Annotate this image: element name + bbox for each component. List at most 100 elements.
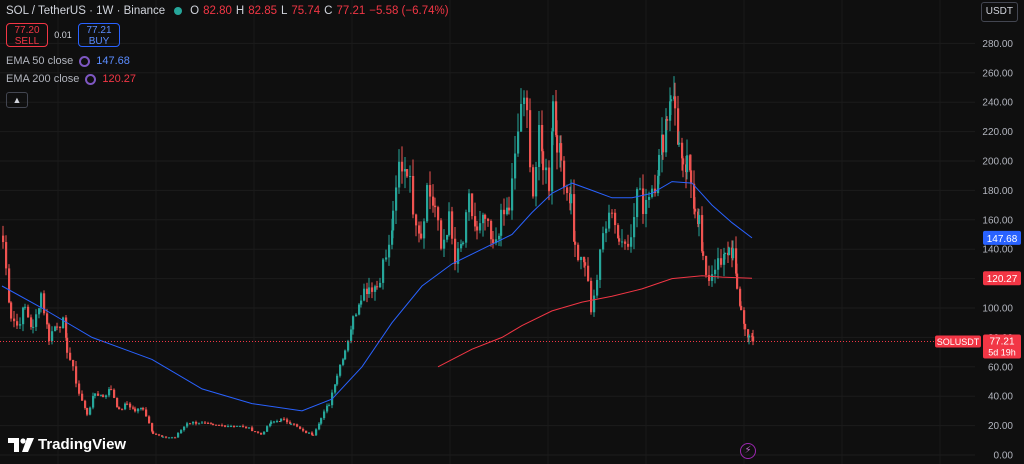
candle-body: [698, 215, 701, 224]
candle-body: [465, 212, 468, 243]
candle-body: [717, 258, 720, 270]
candle-body: [420, 233, 423, 239]
candle-body: [352, 316, 355, 330]
buy-button[interactable]: 77.21 BUY: [78, 23, 120, 47]
candle-body: [105, 395, 108, 398]
candle-body: [358, 304, 361, 315]
candle-body: [624, 241, 627, 244]
indicator-ema50[interactable]: EMA 50 close 147.68: [6, 55, 130, 67]
candle-body: [43, 293, 46, 314]
candle-body: [498, 235, 501, 240]
candle-body: [492, 239, 495, 244]
candle-body: [62, 317, 65, 329]
candle-body: [728, 247, 731, 256]
indicator-ema200[interactable]: EMA 200 close 120.27: [6, 73, 136, 85]
candle-body: [545, 167, 548, 171]
candle-body: [645, 199, 648, 214]
candle-body: [171, 437, 174, 439]
candle-body: [347, 340, 350, 351]
candle-body: [69, 352, 72, 360]
candle-body: [140, 408, 143, 410]
candle-body: [574, 241, 577, 245]
candle-body: [251, 427, 254, 432]
candle-body: [137, 408, 140, 412]
candle-body: [409, 176, 412, 178]
candle-body: [484, 214, 487, 219]
candle-body: [532, 167, 535, 197]
candle-body: [263, 431, 266, 435]
candle-body: [132, 407, 135, 409]
ema-price-tag: [983, 271, 1021, 286]
loading-icon: [79, 55, 91, 67]
candle-body: [487, 218, 490, 221]
collapse-legend-button[interactable]: ▲: [6, 92, 28, 108]
buy-price: 77.21: [86, 25, 112, 36]
y-tick-label: 20.00: [988, 421, 1013, 432]
candle-body: [56, 326, 59, 328]
tradingview-logo[interactable]: TradingView: [8, 436, 126, 453]
candle-body: [506, 207, 509, 215]
candle-body: [694, 208, 697, 212]
candle-body: [500, 209, 503, 236]
y-tick-label: 220.00: [982, 127, 1013, 138]
candle-body: [201, 422, 204, 424]
candle-body: [743, 310, 746, 324]
candle-body: [286, 419, 289, 423]
close-value: 77.21: [336, 5, 366, 17]
market-status-icon: [174, 7, 183, 15]
candle-body: [66, 337, 69, 353]
candle-body: [305, 430, 308, 433]
candle-body: [334, 384, 337, 393]
candle-body: [563, 160, 566, 188]
candle-body: [541, 124, 544, 152]
candle-body: [16, 321, 19, 326]
candle-body: [368, 287, 371, 295]
candle-body: [752, 336, 755, 342]
candle-body: [548, 167, 551, 192]
candle-body: [308, 432, 311, 434]
symbol-title[interactable]: SOL / TetherUS · 1W · Binance: [6, 5, 166, 17]
candle-body: [355, 314, 358, 317]
y-tick-label: 40.00: [988, 392, 1013, 403]
sell-button[interactable]: 77.20 SELL: [6, 23, 48, 47]
candle-body: [451, 211, 454, 239]
y-tick-label: 200.00: [982, 157, 1013, 168]
ema-price-tag-label: 120.27: [987, 274, 1018, 285]
candle-body: [151, 423, 154, 432]
candle-body: [560, 143, 563, 161]
candle-body: [257, 431, 260, 433]
candle-body: [65, 317, 68, 338]
currency-button[interactable]: USDT: [980, 2, 1018, 22]
ema200-name: EMA 200 close: [6, 73, 80, 85]
candle-body: [735, 248, 738, 274]
symbol-legend: SOL / TetherUS · 1W · Binance O 82.80 H 82…: [6, 3, 449, 19]
candle-body: [639, 188, 642, 190]
candle-body: [299, 426, 302, 429]
candle-body: [511, 178, 514, 211]
candle-body: [227, 426, 230, 428]
candle-body: [177, 433, 180, 438]
open-label: O: [190, 5, 200, 17]
candle-body: [296, 424, 299, 427]
candle-body: [13, 318, 16, 322]
lightning-icon[interactable]: ⚡: [740, 443, 756, 459]
candle-body: [686, 155, 689, 173]
candle-body: [523, 97, 526, 104]
candle-body: [75, 366, 78, 384]
candle-body: [195, 421, 198, 424]
candle-body: [426, 185, 429, 222]
candle-body: [344, 350, 347, 360]
candle-body: [158, 434, 161, 436]
candle-body: [744, 323, 747, 330]
candle-body: [552, 101, 555, 132]
candle-body: [382, 259, 385, 283]
brand-name: TradingView: [38, 436, 127, 453]
candle-body: [266, 426, 269, 432]
candle-body: [35, 314, 38, 327]
candle-body: [118, 407, 121, 410]
candle-body: [460, 244, 463, 249]
candle-body: [593, 295, 596, 313]
candle-body: [648, 196, 651, 200]
candle-body: [161, 435, 164, 437]
